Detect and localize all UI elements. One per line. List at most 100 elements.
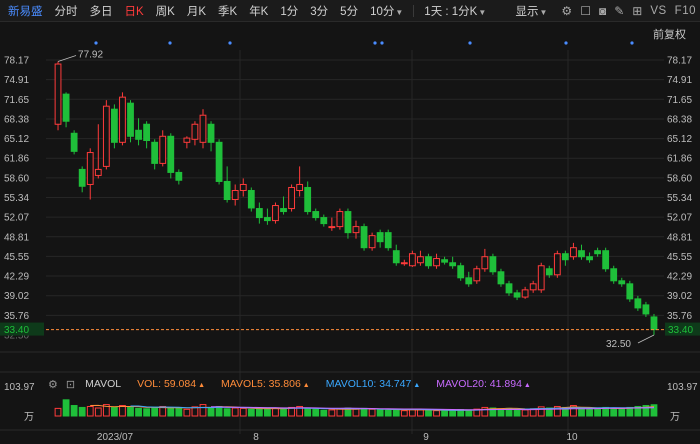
period-tab-3[interactable]: 周K — [155, 5, 175, 18]
toolbar: 新易盛 分时 多日 日K 周K 月K 季K 年K 1分 3分 5分 10分▼ 1… — [0, 0, 700, 22]
vs-button[interactable]: VS — [650, 4, 667, 17]
mavol10-item: MAVOL10: 34.747 ▲ — [326, 378, 421, 390]
display-menu[interactable]: 显示▼ — [510, 3, 554, 19]
candle-body — [497, 271, 505, 285]
candle-body — [312, 211, 320, 219]
volume-bar — [368, 408, 376, 417]
period-tab-5[interactable]: 季K — [218, 5, 238, 18]
volume-bar — [151, 406, 159, 417]
display-label: 显示 — [515, 5, 539, 18]
y-tick-right: 39.02 — [667, 291, 692, 302]
x-tick: 9 — [423, 432, 429, 443]
volume-bar — [255, 408, 263, 417]
volume-bar — [304, 407, 312, 417]
settings-icon[interactable]: ⚙ — [561, 3, 573, 18]
candle-body — [288, 186, 295, 210]
candle-body — [304, 186, 312, 213]
volume-bar — [553, 405, 561, 417]
volume-bar — [94, 407, 102, 417]
period-tab-2[interactable]: 日K — [124, 5, 144, 18]
y-tick-left: 32.50 — [4, 331, 29, 342]
candle-body — [272, 205, 279, 222]
volume-bar — [610, 407, 618, 417]
volume-bar — [135, 407, 142, 417]
grid-icon[interactable]: ⊞ — [632, 3, 643, 18]
y-tick-right: 45.55 — [667, 252, 692, 263]
candle-body — [537, 265, 545, 291]
y-tick-right: 48.81 — [667, 232, 692, 243]
volume-bar — [296, 405, 304, 417]
chevron-down-icon: ▼ — [539, 7, 548, 17]
volume-bar — [127, 406, 134, 417]
event-marker-icon — [373, 41, 377, 45]
x-tick: 8 — [253, 432, 259, 443]
brush-icon[interactable]: ✎ — [614, 3, 625, 18]
chart-area[interactable]: 78.17 78.17 74.91 74.91 71.65 71.65 68.38 68.38… — [0, 22, 700, 444]
volume-bar — [272, 407, 279, 417]
y-tick-left: 65.12 — [4, 134, 29, 145]
candle-body — [626, 283, 634, 300]
period-tab-6[interactable]: 年K — [249, 5, 269, 18]
event-marker-icon — [380, 41, 384, 45]
y-tick-right: 58.60 — [667, 173, 692, 184]
settings-icon[interactable]: ⚙ — [48, 378, 58, 391]
vol-item: VOL: 59.084 ▲ — [137, 378, 205, 390]
x-tick: 10 — [566, 432, 578, 443]
candle-body — [280, 208, 287, 213]
expand-icon[interactable]: ⊡ — [65, 378, 76, 391]
candle-body — [328, 226, 336, 229]
period-tab-1[interactable]: 多日 — [89, 5, 113, 18]
stock-name[interactable]: 新易盛 — [8, 5, 43, 18]
candle-body — [223, 180, 231, 201]
y-tick-right: 52.07 — [667, 213, 692, 224]
candle-body — [513, 292, 521, 298]
chevron-down-icon: ▼ — [395, 7, 404, 17]
indicator-name[interactable]: MAVOL — [85, 378, 122, 390]
up-arrow-icon: ▲ — [198, 382, 205, 389]
candle-body — [296, 183, 304, 191]
f10-button[interactable]: F10 — [674, 4, 696, 17]
y-tick-left: 35.76 — [4, 311, 29, 322]
volume-bar — [223, 408, 231, 417]
candle-body — [602, 250, 610, 270]
chevron-down-icon: ▼ — [478, 7, 487, 17]
candle-body — [360, 226, 368, 249]
volume-bar — [54, 407, 62, 417]
vol-unit-left: 万 — [24, 412, 34, 423]
period-tab-4[interactable]: 月K — [186, 5, 207, 18]
candle-body — [127, 102, 134, 137]
kline-chart[interactable]: 78.17 78.17 74.91 74.91 71.65 71.65 68.38 68.38… — [0, 22, 700, 444]
x-tick: 2023/07 — [97, 432, 134, 443]
volume-bar — [312, 408, 320, 417]
volume-bar — [143, 408, 151, 417]
period-tab-11[interactable]: 1天 : 1分K▼ — [418, 3, 492, 19]
candle-body — [183, 137, 191, 143]
candle-body — [54, 63, 62, 125]
period-tab-10[interactable]: 10分▼ — [364, 3, 409, 19]
up-arrow-icon: ▲ — [302, 382, 310, 389]
period-tab-8[interactable]: 3分 — [310, 5, 329, 18]
period-tab-7[interactable]: 1分 — [280, 5, 299, 18]
checkbox-icon[interactable]: ☐ — [580, 3, 591, 18]
candle-body — [143, 123, 151, 142]
current-price-tag-left — [0, 322, 44, 336]
candle-body — [70, 132, 78, 152]
candle-body — [634, 298, 642, 309]
period-tab-0[interactable]: 分时 — [54, 5, 78, 18]
adjust-mode-label[interactable]: 前复权 — [653, 29, 686, 41]
event-marker-icon — [468, 41, 472, 45]
y-tick-right: 71.65 — [667, 95, 692, 106]
low-label: 32.50 — [606, 339, 631, 350]
volume-bar — [320, 409, 328, 417]
period-tab-9[interactable]: 5分 — [340, 5, 359, 18]
candle-body — [570, 247, 577, 258]
camera-icon[interactable]: ◙ — [598, 3, 607, 18]
candle-body — [650, 316, 658, 331]
candle-body — [199, 114, 207, 143]
high-label: 77.92 — [78, 50, 103, 61]
event-marker-icon — [564, 41, 568, 45]
candle-body — [408, 253, 416, 267]
event-marker-icon — [228, 41, 232, 45]
divider — [413, 4, 415, 17]
y-tick-left: 48.81 — [4, 232, 29, 243]
